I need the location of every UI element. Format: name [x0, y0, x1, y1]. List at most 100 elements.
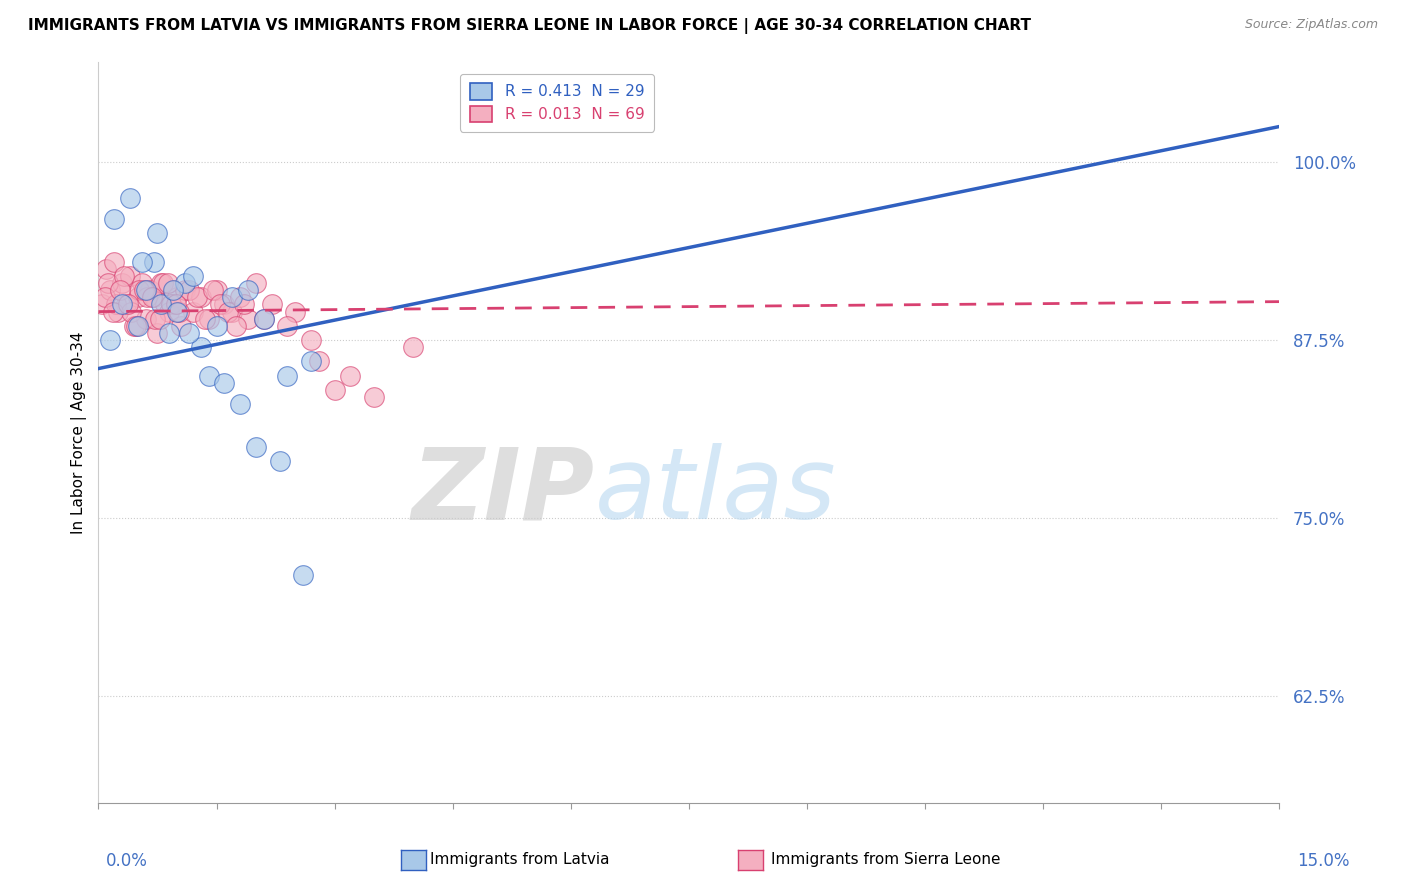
Point	[214, 376, 236, 390]
Text: 15.0%: 15.0%	[1298, 852, 1350, 870]
Point	[141, 290, 163, 304]
Point	[146, 326, 169, 340]
Point	[323, 383, 346, 397]
Point	[276, 368, 298, 383]
Point	[269, 454, 291, 468]
Text: Immigrants from Sierra Leone: Immigrants from Sierra Leone	[770, 852, 1001, 867]
Point	[225, 318, 247, 333]
Y-axis label: In Labor Force | Age 30-34: In Labor Force | Age 30-34	[72, 331, 87, 534]
Point	[142, 290, 165, 304]
Point	[402, 340, 425, 354]
Point	[150, 276, 173, 290]
Point	[155, 297, 177, 311]
Point	[236, 311, 259, 326]
Point	[177, 283, 200, 297]
Point	[125, 318, 148, 333]
Point	[149, 311, 172, 326]
Point	[292, 568, 315, 582]
Point	[98, 333, 121, 347]
Point	[221, 304, 243, 318]
Point	[138, 283, 160, 297]
Point	[167, 304, 190, 318]
Point	[166, 290, 188, 304]
Point	[122, 318, 145, 333]
Point	[146, 227, 169, 241]
Point	[194, 311, 217, 326]
Point	[101, 304, 124, 318]
Point	[190, 290, 212, 304]
Point	[97, 276, 120, 290]
Point	[166, 304, 188, 318]
Point	[209, 297, 232, 311]
Point	[160, 297, 183, 311]
Point	[214, 297, 236, 311]
Point	[186, 290, 208, 304]
Point	[131, 276, 153, 290]
Text: 0.0%: 0.0%	[105, 852, 148, 870]
Point	[197, 311, 219, 326]
Text: Source: ZipAtlas.com: Source: ZipAtlas.com	[1244, 18, 1378, 31]
Point	[152, 276, 174, 290]
Point	[135, 311, 157, 326]
Point	[205, 318, 228, 333]
Point	[276, 318, 298, 333]
Point	[98, 283, 121, 297]
Point	[221, 290, 243, 304]
Point	[91, 297, 114, 311]
Legend: R = 0.413  N = 29, R = 0.013  N = 69: R = 0.413 N = 29, R = 0.013 N = 69	[460, 74, 654, 131]
Point	[236, 283, 259, 297]
Point	[117, 297, 139, 311]
Point	[174, 276, 197, 290]
Point	[253, 311, 276, 326]
Point	[299, 354, 322, 368]
Point	[157, 304, 180, 318]
Point	[260, 297, 283, 311]
Point	[93, 290, 115, 304]
Point	[157, 326, 180, 340]
Point	[162, 283, 184, 297]
Point	[363, 390, 385, 404]
Point	[103, 212, 125, 227]
Point	[233, 297, 256, 311]
Point	[170, 318, 193, 333]
Point	[201, 283, 224, 297]
Point	[136, 290, 159, 304]
Point	[181, 268, 204, 283]
Point	[162, 283, 184, 297]
Point	[142, 254, 165, 268]
Point	[132, 283, 155, 297]
Text: Immigrants from Latvia: Immigrants from Latvia	[430, 852, 610, 867]
Point	[110, 283, 132, 297]
Point	[245, 276, 267, 290]
Point	[135, 283, 157, 297]
Point	[111, 276, 134, 290]
Point	[339, 368, 361, 383]
Point	[143, 311, 166, 326]
Point	[299, 333, 322, 347]
Point	[205, 283, 228, 297]
Text: ZIP: ZIP	[412, 443, 595, 541]
Point	[128, 283, 150, 297]
Point	[229, 290, 252, 304]
Point	[245, 440, 267, 454]
Point	[217, 304, 239, 318]
Point	[127, 290, 149, 304]
Point	[181, 304, 204, 318]
Point	[112, 268, 135, 283]
Point	[190, 340, 212, 354]
Point	[177, 326, 200, 340]
Point	[150, 297, 173, 311]
Point	[96, 261, 118, 276]
Point	[174, 283, 197, 297]
Text: IMMIGRANTS FROM LATVIA VS IMMIGRANTS FROM SIERRA LEONE IN LABOR FORCE | AGE 30-3: IMMIGRANTS FROM LATVIA VS IMMIGRANTS FRO…	[28, 18, 1031, 34]
Point	[165, 297, 187, 311]
Point	[156, 276, 179, 290]
Point	[104, 297, 127, 311]
Point	[308, 354, 330, 368]
Point	[115, 297, 138, 311]
Point	[284, 304, 307, 318]
Point	[131, 254, 153, 268]
Point	[118, 268, 141, 283]
Point	[118, 191, 141, 205]
Point	[197, 368, 219, 383]
